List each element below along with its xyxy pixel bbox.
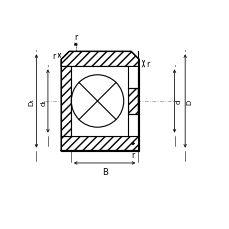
Polygon shape [61, 52, 139, 67]
Text: r: r [131, 150, 134, 159]
Bar [61, 67, 71, 136]
Text: d: d [175, 99, 181, 104]
Polygon shape [61, 136, 139, 151]
Circle shape [71, 75, 123, 128]
Text: r: r [74, 33, 77, 42]
Text: D₁: D₁ [29, 98, 35, 106]
Text: D: D [185, 99, 191, 104]
Bar [138, 67, 139, 136]
Text: r: r [146, 60, 149, 69]
Text: B: B [101, 168, 107, 177]
Text: d₁: d₁ [41, 98, 47, 105]
Bar [71, 67, 127, 136]
Bar [127, 88, 138, 115]
Text: r: r [52, 52, 55, 61]
